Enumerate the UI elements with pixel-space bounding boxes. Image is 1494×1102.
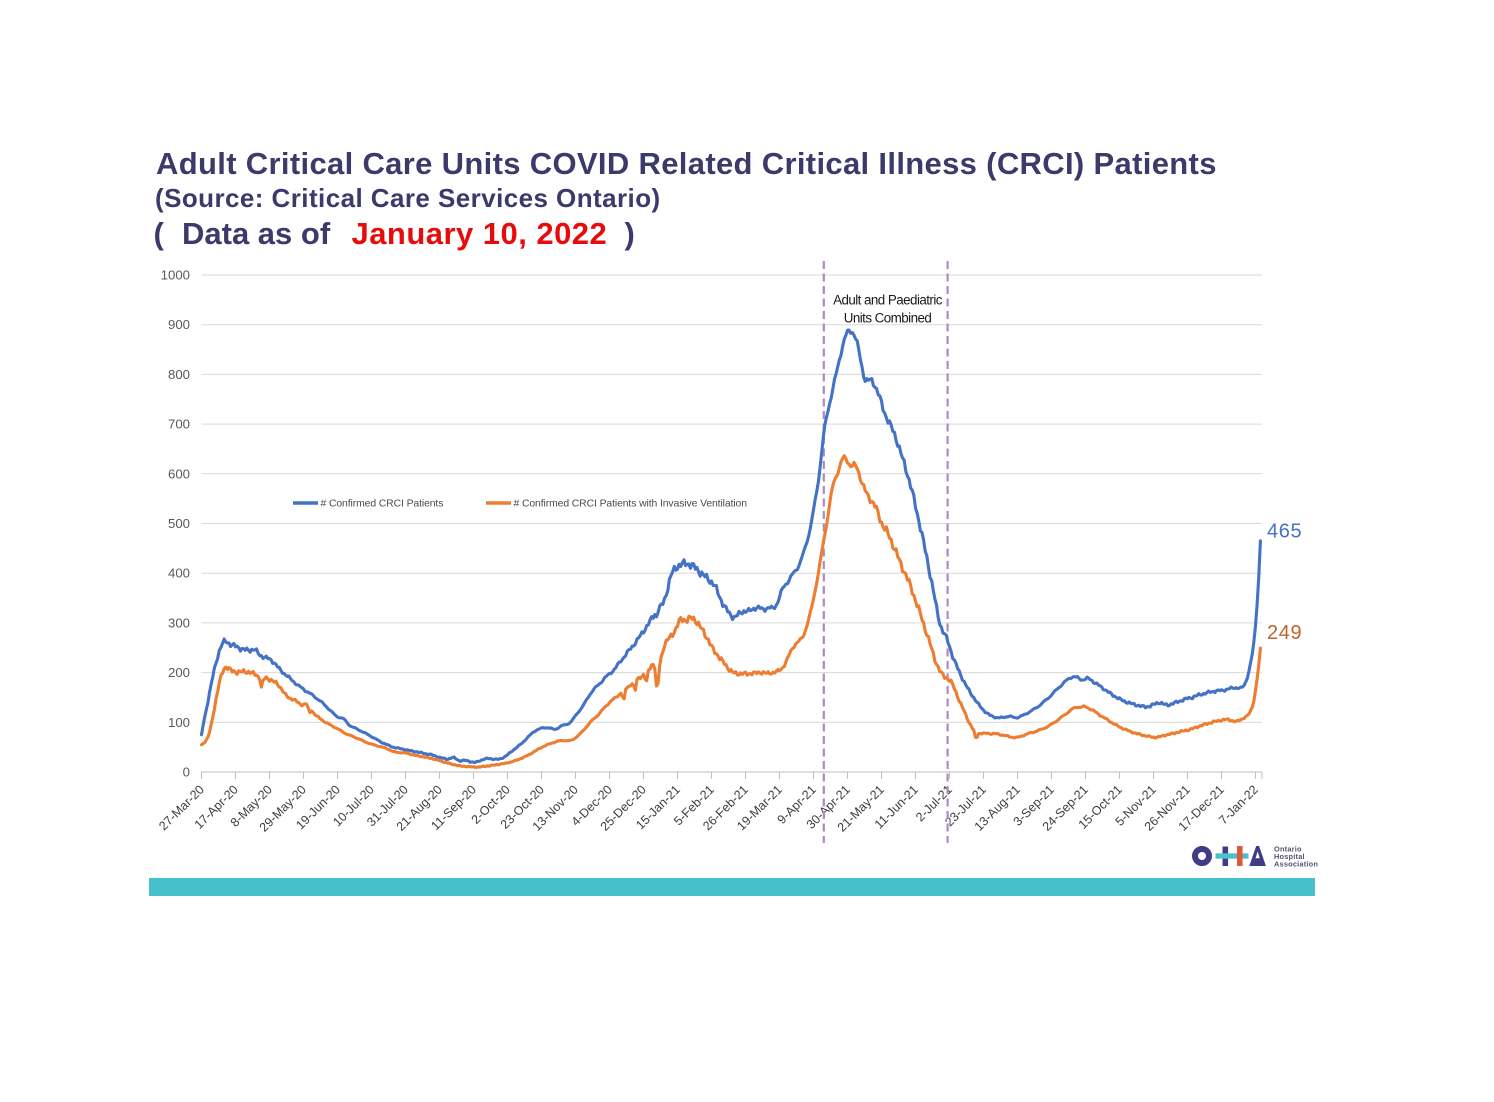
svg-text:0: 0 [183, 765, 190, 780]
svg-text:600: 600 [168, 466, 190, 481]
svg-text:1000: 1000 [161, 268, 190, 283]
svg-text:249: 249 [1267, 622, 1302, 644]
svg-text:800: 800 [168, 367, 190, 382]
svg-text:Hospital: Hospital [1274, 852, 1305, 861]
svg-text:300: 300 [168, 615, 190, 630]
svg-text:# Confirmed CRCI Patients: # Confirmed CRCI Patients [321, 499, 444, 510]
svg-text:Association: Association [1274, 860, 1318, 869]
svg-text:Units Combined: Units Combined [844, 311, 932, 326]
svg-text:Adult and Paediatric: Adult and Paediatric [833, 293, 943, 308]
svg-text:900: 900 [168, 317, 190, 332]
svg-text:Ontario: Ontario [1274, 845, 1302, 854]
svg-text:# Confirmed CRCI Patients with: # Confirmed CRCI Patients with Invasive … [514, 499, 748, 510]
svg-text:200: 200 [168, 665, 190, 680]
svg-text:400: 400 [168, 566, 190, 581]
svg-text:500: 500 [168, 516, 190, 531]
svg-text:100: 100 [168, 715, 190, 730]
svg-text:700: 700 [168, 417, 190, 432]
svg-text:465: 465 [1267, 521, 1302, 543]
